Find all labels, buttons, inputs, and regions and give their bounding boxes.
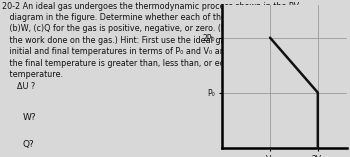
Text: Q?: Q? bbox=[22, 140, 34, 149]
Text: 20-2 An ideal gas undergoes the thermodynamic process shown in the PV
   diagram: 20-2 An ideal gas undergoes the thermody… bbox=[2, 2, 299, 91]
Text: W?: W? bbox=[22, 113, 36, 122]
